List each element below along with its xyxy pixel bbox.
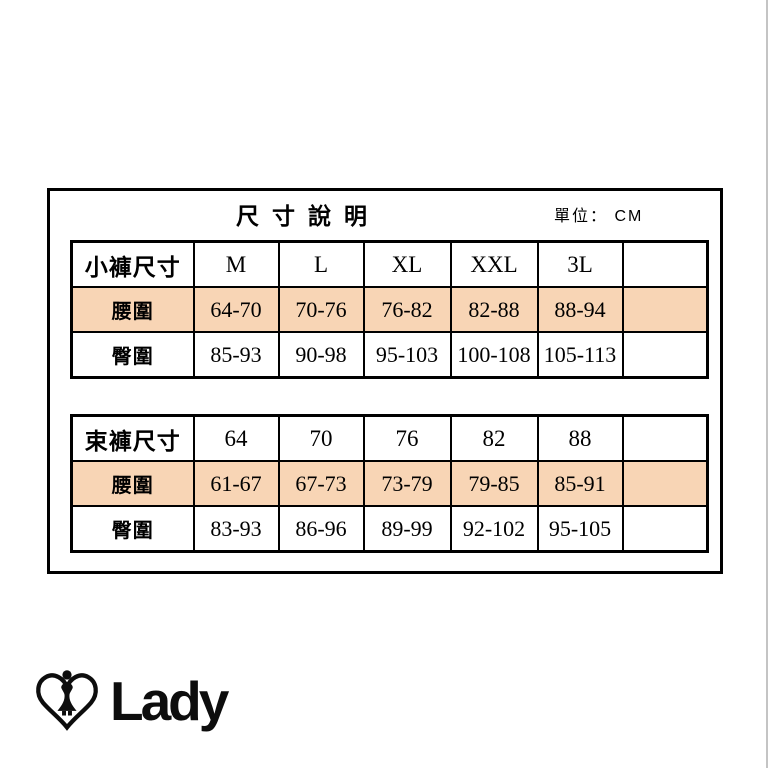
table-row: 腰圍 61-67 67-73 73-79 79-85 85-91 (70, 460, 709, 507)
table-cell: 95-103 (362, 331, 452, 379)
table-cell: 105-113 (536, 331, 624, 379)
table-cell: 88 (536, 414, 624, 462)
table-cell: 67-73 (277, 460, 365, 507)
row-header-cell: 束褲尺寸 (70, 414, 195, 462)
table-cell (621, 286, 709, 333)
table-row: 腰圍 64-70 70-76 76-82 82-88 88-94 (70, 286, 709, 333)
table-cell: 76-82 (362, 286, 452, 333)
brand-logo: Lady (34, 668, 229, 734)
table-cell: 100-108 (449, 331, 539, 379)
table-cell: 89-99 (362, 505, 452, 553)
girdle-size-table: 束褲尺寸 64 70 76 82 88 腰圍 61-67 67-73 73-79… (70, 414, 709, 553)
page-title: 尺寸說明 (236, 203, 380, 229)
row-header-cell: 腰圍 (70, 460, 195, 507)
table-cell: 64 (192, 414, 280, 462)
table-cell: 73-79 (362, 460, 452, 507)
table-cell: 88-94 (536, 286, 624, 333)
table-cell (621, 460, 709, 507)
image-right-edge-line (766, 0, 768, 768)
table-cell: XL (362, 240, 452, 288)
size-chart-frame: 尺寸說明 單位： CM 小褲尺寸 M L XL XXL 3L 腰圍 64-70 … (47, 188, 723, 574)
table-cell: 85-91 (536, 460, 624, 507)
table-cell: 3L (536, 240, 624, 288)
table-cell: 61-67 (192, 460, 280, 507)
table-cell: XXL (449, 240, 539, 288)
table-cell: 90-98 (277, 331, 365, 379)
table-cell: 83-93 (192, 505, 280, 553)
table-row: 臀圍 83-93 86-96 89-99 92-102 95-105 (70, 505, 709, 553)
table-cell: 82 (449, 414, 539, 462)
table-row: 臀圍 85-93 90-98 95-103 100-108 105-113 (70, 331, 709, 379)
table-cell: 95-105 (536, 505, 624, 553)
table-cell (621, 331, 709, 379)
table-cell: 85-93 (192, 331, 280, 379)
unit-label: 單位： CM (554, 208, 644, 225)
table-cell: M (192, 240, 280, 288)
table-row: 束褲尺寸 64 70 76 82 88 (70, 414, 709, 462)
table-cell: 82-88 (449, 286, 539, 333)
row-header-cell: 臀圍 (70, 505, 195, 553)
row-header-cell: 臀圍 (70, 331, 195, 379)
row-header-cell: 小褲尺寸 (70, 240, 195, 288)
table-cell (621, 414, 709, 462)
brand-logo-text: Lady (110, 669, 229, 732)
heart-lady-icon (34, 668, 100, 734)
table-cell: 79-85 (449, 460, 539, 507)
table-cell: L (277, 240, 365, 288)
table-cell: 86-96 (277, 505, 365, 553)
table-cell: 76 (362, 414, 452, 462)
row-header-cell: 腰圍 (70, 286, 195, 333)
table-cell: 64-70 (192, 286, 280, 333)
table-cell (621, 505, 709, 553)
panty-size-table: 小褲尺寸 M L XL XXL 3L 腰圍 64-70 70-76 76-82 … (70, 240, 709, 379)
table-cell: 92-102 (449, 505, 539, 553)
table-row: 小褲尺寸 M L XL XXL 3L (70, 240, 709, 288)
table-cell (621, 240, 709, 288)
table-cell: 70 (277, 414, 365, 462)
table-cell: 70-76 (277, 286, 365, 333)
